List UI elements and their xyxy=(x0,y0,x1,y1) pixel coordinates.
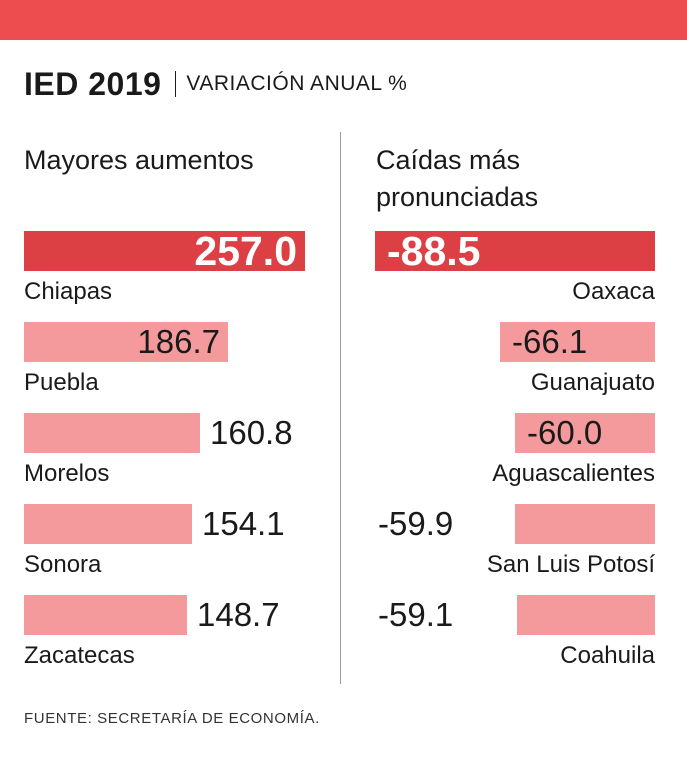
increase-category-label: Morelos xyxy=(24,460,110,487)
increase-category-label: Chiapas xyxy=(24,278,113,305)
decrease-bar xyxy=(515,504,655,544)
panel-divider xyxy=(340,132,341,684)
decrease-category-label: Oaxaca xyxy=(572,278,655,305)
chart-title-row: IED 2019 VARIACIÓN ANUAL % xyxy=(24,64,407,104)
increase-bar xyxy=(24,231,305,271)
title-separator xyxy=(175,71,177,97)
increase-value-label: 160.8 xyxy=(210,414,293,451)
decrease-value-label: -59.9 xyxy=(378,505,454,542)
increase-category-label: Zacatecas xyxy=(24,642,135,669)
top-color-band xyxy=(0,0,687,40)
decrease-value-label: -60.0 xyxy=(527,414,603,451)
chart-title: IED 2019 xyxy=(24,65,162,102)
increase-bar xyxy=(24,595,187,635)
increases-panel-title: Mayores aumentos xyxy=(24,145,254,175)
decrease-category-label: Coahuila xyxy=(560,642,655,669)
increase-value-label: 154.1 xyxy=(202,505,285,542)
increase-category-label: Sonora xyxy=(24,551,102,578)
increase-value-label: 148.7 xyxy=(197,596,280,633)
source-note: FUENTE: SECRETARÍA DE ECONOMÍA. xyxy=(24,710,320,727)
decreases-panel-title: Caídas más pronunciadas xyxy=(376,145,539,212)
increase-value-label: 186.7 xyxy=(137,323,220,360)
decrease-bar xyxy=(517,595,655,635)
increase-bar xyxy=(24,322,228,362)
decrease-bar xyxy=(515,413,655,453)
increase-category-label: Puebla xyxy=(24,369,99,396)
decrease-category-label: Aguascalientes xyxy=(492,460,655,487)
decrease-value-label: -88.5 xyxy=(387,228,481,274)
increase-bar xyxy=(24,504,192,544)
decrease-value-label: -59.1 xyxy=(378,596,454,633)
decrease-bar xyxy=(375,231,655,271)
decrease-value-label: -66.1 xyxy=(512,323,588,360)
increase-value-label: 257.0 xyxy=(194,228,297,274)
decrease-bar xyxy=(500,322,655,362)
decrease-category-label: San Luis Potosí xyxy=(486,551,655,578)
decrease-category-label: Guanajuato xyxy=(530,369,655,396)
increase-bar xyxy=(24,413,200,453)
chart-subtitle: VARIACIÓN ANUAL % xyxy=(186,72,408,95)
